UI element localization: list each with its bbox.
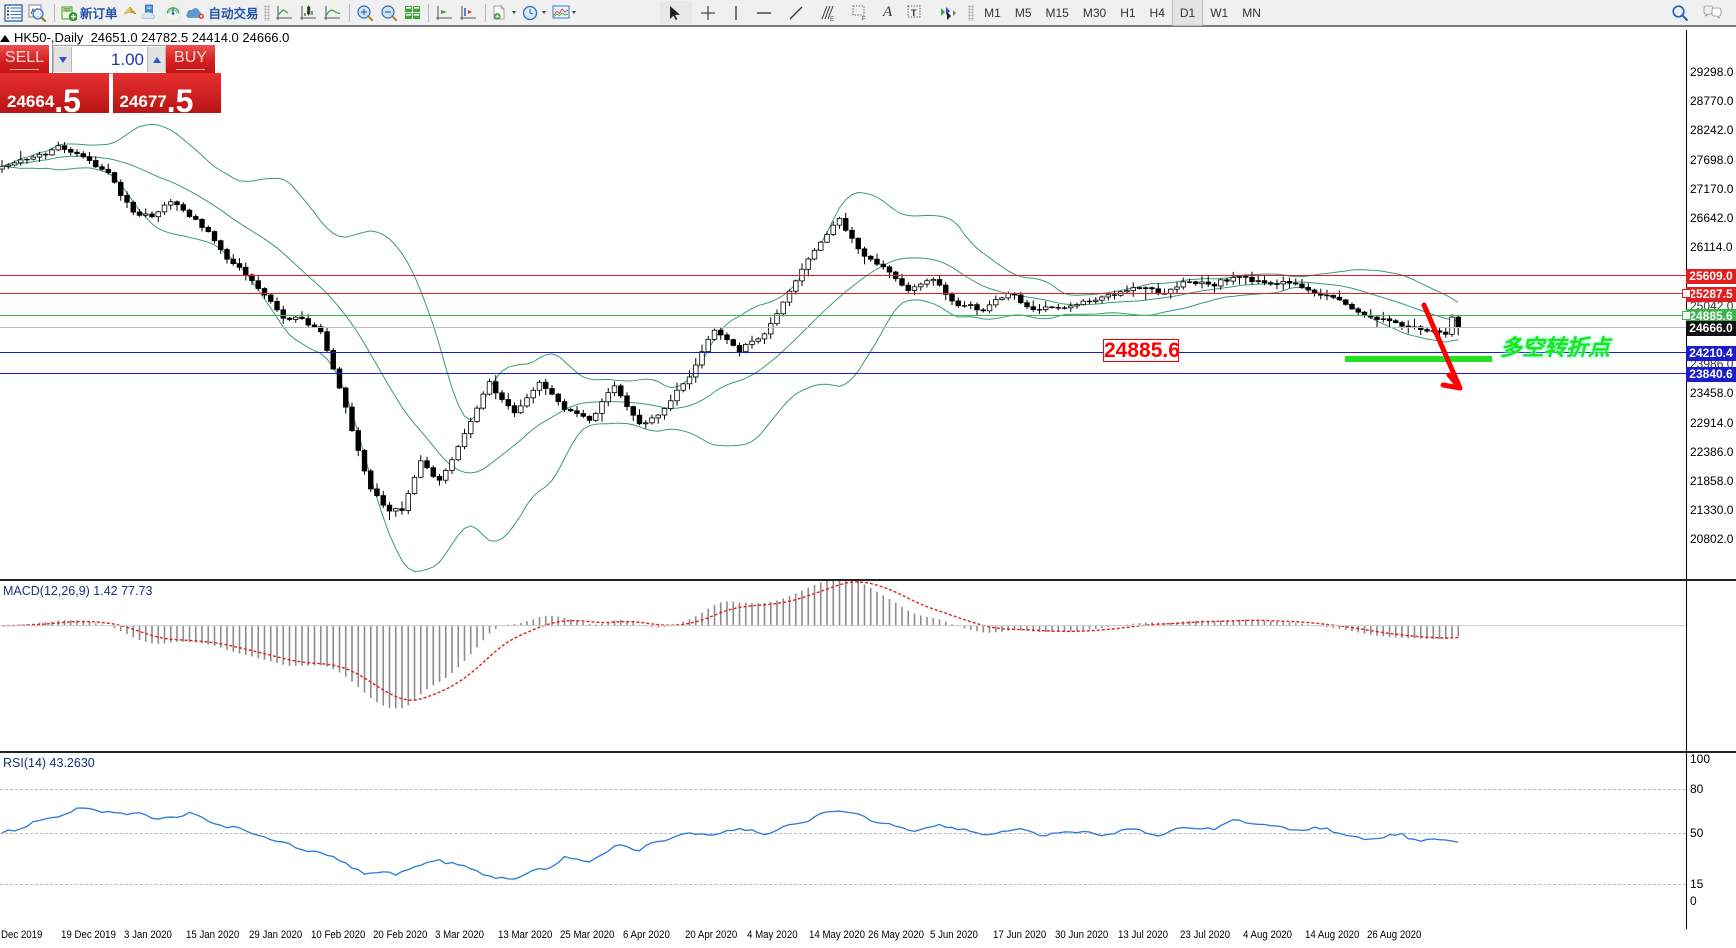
- svg-text:T: T: [911, 8, 917, 18]
- svg-text:E: E: [830, 17, 834, 22]
- svg-text:F: F: [862, 16, 866, 22]
